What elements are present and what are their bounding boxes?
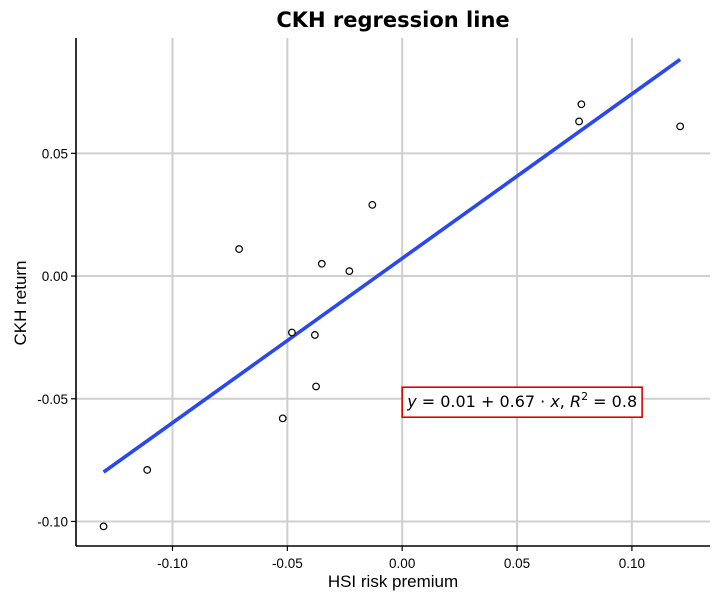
- data-point: [235, 245, 243, 253]
- data-point: [310, 331, 319, 339]
- y-tick-label: 0.00: [42, 269, 68, 284]
- x-tick-label: -0.10: [157, 556, 188, 571]
- x-tick-label: 0.10: [619, 556, 645, 571]
- equation-r2-value: 0.8: [612, 392, 637, 411]
- equation-annotation: y = 0.01 + 0.67 · x, R2 = 0.8: [401, 386, 643, 419]
- chart-title: CKH regression line: [276, 8, 509, 32]
- equation-r-var: R: [570, 392, 581, 411]
- equation-box: [401, 386, 643, 419]
- x-tick-label: 0.05: [504, 556, 530, 571]
- grid-lines: [76, 38, 710, 546]
- x-tick-label: 0.00: [389, 556, 415, 571]
- data-point: [676, 122, 685, 131]
- data-point: [278, 414, 287, 423]
- y-tick-label: 0.05: [42, 146, 68, 161]
- data-point: [99, 522, 108, 531]
- equation-x-var: x: [549, 392, 560, 411]
- y-tick-label: -0.10: [37, 514, 68, 529]
- y-tick-label: -0.05: [37, 392, 68, 407]
- data-point: [143, 466, 152, 474]
- data-point: [575, 117, 583, 126]
- equation-y-var: y: [406, 392, 417, 411]
- regression-line: [102, 57, 682, 474]
- equation-intercept: 0.01: [440, 392, 476, 411]
- data-point: [368, 200, 377, 209]
- regression-line-layer: [102, 57, 682, 474]
- x-tick-label: -0.05: [272, 556, 303, 571]
- data-points: [99, 100, 685, 531]
- equation-r-exponent: 2: [581, 390, 588, 403]
- data-point: [317, 259, 326, 268]
- data-point: [312, 382, 320, 391]
- data-point: [577, 100, 586, 109]
- equation-text: y = 0.01 + 0.67 · x, R2 = 0.8: [406, 390, 637, 411]
- x-axis-label: HSI risk premium: [328, 572, 458, 591]
- tick-labels: -0.10 -0.05 0.00 0.05 0.10 -0.10 -0.05 0.00 0.05: [37, 146, 645, 571]
- axes: [75, 38, 710, 547]
- y-axis-label: CKH return: [11, 260, 30, 345]
- data-point: [345, 267, 354, 276]
- data-point: [288, 328, 296, 337]
- equation-slope: 0.67: [499, 392, 535, 411]
